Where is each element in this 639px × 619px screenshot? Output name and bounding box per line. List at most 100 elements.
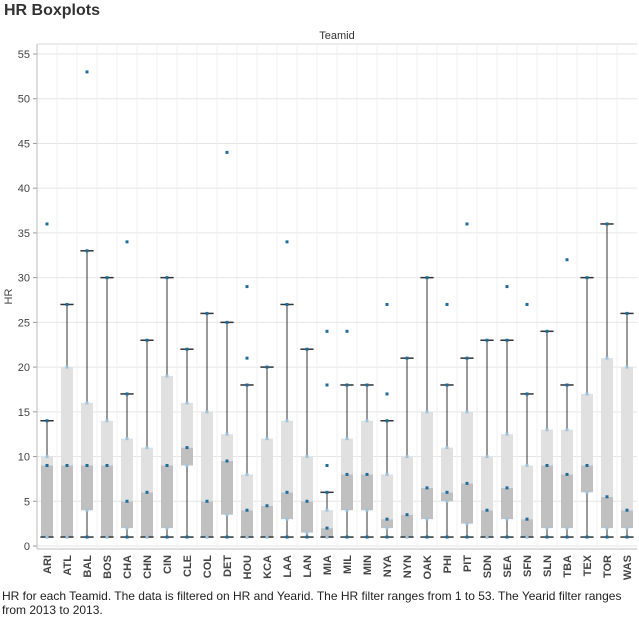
data-point xyxy=(505,338,509,342)
data-point xyxy=(385,419,389,423)
data-point xyxy=(325,490,329,494)
data-point xyxy=(145,490,149,494)
outlier-point xyxy=(85,70,89,74)
outlier-point xyxy=(565,258,569,262)
box-lower xyxy=(541,465,553,529)
box-was: WAS xyxy=(616,44,634,580)
data-point xyxy=(405,513,409,517)
data-point xyxy=(405,455,409,459)
box-lower xyxy=(141,492,153,538)
data-point xyxy=(325,508,329,512)
data-point xyxy=(445,499,449,503)
box-lower xyxy=(561,474,573,529)
y-tick-label: 5 xyxy=(24,496,30,508)
data-point xyxy=(485,338,489,342)
data-point xyxy=(225,513,229,517)
box-upper xyxy=(581,393,593,466)
data-point xyxy=(165,374,169,378)
box-lower xyxy=(421,487,433,520)
data-point xyxy=(325,535,329,539)
y-tick-label: 45 xyxy=(18,138,30,150)
box-lower xyxy=(181,447,193,466)
x-tick-label: MIL xyxy=(342,555,354,574)
data-point xyxy=(305,499,309,503)
box-lower xyxy=(301,501,313,533)
data-point xyxy=(205,499,209,503)
data-point xyxy=(565,428,569,432)
data-point xyxy=(505,432,509,436)
box-nyn: NYN xyxy=(396,44,414,578)
box-phi: PHI xyxy=(436,44,454,573)
x-tick-label: LAA xyxy=(282,555,294,578)
box-upper xyxy=(381,474,393,520)
data-point xyxy=(125,392,129,396)
box-lower xyxy=(201,501,213,538)
data-point xyxy=(425,486,429,490)
box-bos: BOS xyxy=(96,44,114,579)
box-atl: ATL xyxy=(56,44,74,576)
data-point xyxy=(165,276,169,280)
data-point xyxy=(45,463,49,467)
data-point xyxy=(85,508,89,512)
data-point xyxy=(305,455,309,459)
box-upper xyxy=(301,456,313,502)
data-point xyxy=(385,472,389,476)
data-point xyxy=(45,455,49,459)
data-point xyxy=(225,432,229,436)
data-point xyxy=(605,222,609,226)
box-lower xyxy=(581,465,593,493)
box-upper xyxy=(61,367,73,466)
data-point xyxy=(265,535,269,539)
box-upper xyxy=(541,429,553,466)
data-point xyxy=(585,535,589,539)
x-tick-label: CLE xyxy=(182,555,194,577)
outlier-point xyxy=(325,329,329,333)
y-tick-label: 35 xyxy=(18,228,30,240)
box-upper xyxy=(361,420,373,475)
x-tick-label: LAN xyxy=(302,555,314,578)
data-point xyxy=(305,347,309,351)
data-point xyxy=(345,472,349,476)
box-lower xyxy=(621,510,633,529)
x-tick-label: MIN xyxy=(362,555,374,575)
box-upper xyxy=(481,456,493,511)
boxplot-chart: Teamid 0 5 10 15 20 25 30 35 40 45 50 55 HR ARI ATL BAL B… xyxy=(3,26,637,580)
y-tick-label: 50 xyxy=(18,94,30,106)
x-tick-label: SLN xyxy=(542,555,554,577)
box-upper xyxy=(501,434,513,488)
box-lower xyxy=(461,483,473,524)
box-tor: TOR xyxy=(596,44,614,578)
data-point xyxy=(365,419,369,423)
data-point xyxy=(85,535,89,539)
box-upper xyxy=(401,456,413,515)
data-point xyxy=(585,392,589,396)
box-upper xyxy=(181,402,193,448)
page-title: HR Boxplots xyxy=(4,2,100,19)
data-point xyxy=(485,508,489,512)
x-tick-label: NYN xyxy=(402,555,414,578)
data-point xyxy=(305,535,309,539)
y-tick-label: 20 xyxy=(18,362,30,374)
data-point xyxy=(285,302,289,306)
data-point xyxy=(325,526,329,530)
data-point xyxy=(545,428,549,432)
data-point xyxy=(445,535,449,539)
data-point xyxy=(525,535,529,539)
data-point xyxy=(85,249,89,253)
outlier-point xyxy=(325,463,329,467)
box-upper xyxy=(281,420,293,493)
data-point xyxy=(445,383,449,387)
data-point xyxy=(545,535,549,539)
data-point xyxy=(585,276,589,280)
box-upper xyxy=(101,420,113,466)
outlier-point xyxy=(445,302,449,306)
data-point xyxy=(525,463,529,467)
data-point xyxy=(385,526,389,530)
x-tick-label: CHA xyxy=(122,555,134,579)
box-upper xyxy=(81,402,93,466)
x-tick-label: SFN xyxy=(522,555,534,577)
y-tick-label: 15 xyxy=(18,407,30,419)
box-lower xyxy=(101,465,113,538)
box-lower xyxy=(81,465,93,511)
x-tick-label: ARI xyxy=(42,555,54,574)
